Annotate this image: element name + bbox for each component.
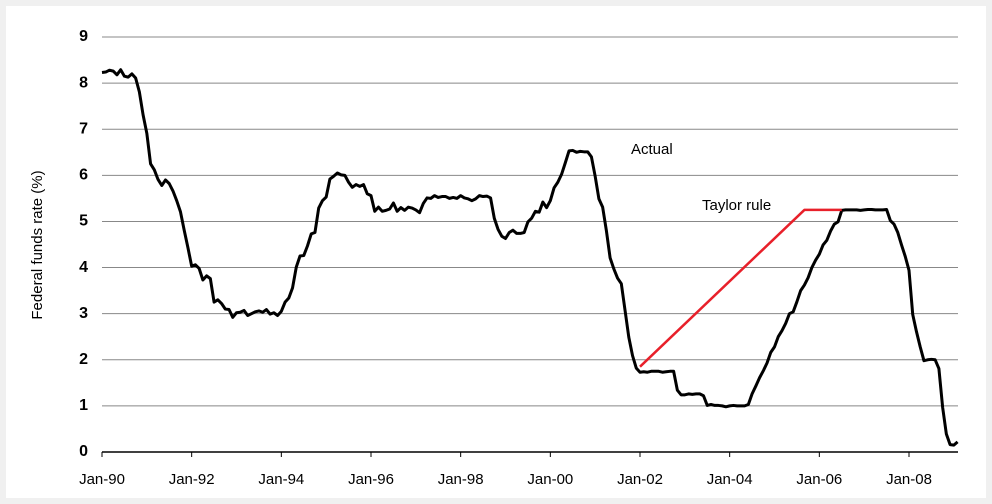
x-tick-label: Jan-04 (707, 471, 753, 488)
series-line (101, 68, 959, 447)
x-tick-label: Jan-94 (258, 471, 304, 488)
y-tick-label: 5 (79, 213, 88, 230)
y-axis-title: Federal funds rate (%) (29, 170, 46, 319)
series-line (639, 208, 842, 368)
y-tick-label: 2 (79, 351, 88, 368)
y-tick-label: 8 (79, 74, 88, 91)
series-label: Actual (631, 141, 673, 158)
x-tick-label: Jan-02 (617, 471, 663, 488)
x-tick-label: Jan-92 (169, 471, 215, 488)
y-tick-label: 1 (79, 397, 88, 414)
y-tick-label: 0 (79, 443, 88, 460)
x-tick-label: Jan-90 (79, 471, 125, 488)
series-label: Taylor rule (702, 197, 771, 214)
y-tick-label: 7 (79, 120, 88, 137)
y-tick-label: 3 (79, 305, 88, 322)
x-tick-label: Jan-96 (348, 471, 394, 488)
x-tick-label: Jan-98 (438, 471, 484, 488)
x-tick-label: Jan-06 (796, 471, 842, 488)
x-tick-label: Jan-00 (527, 471, 573, 488)
y-tick-label: 9 (79, 28, 88, 45)
y-tick-label: 6 (79, 167, 88, 184)
x-tick-label: Jan-08 (886, 471, 932, 488)
y-tick-label: 4 (79, 259, 88, 276)
plot-background (6, 6, 986, 498)
